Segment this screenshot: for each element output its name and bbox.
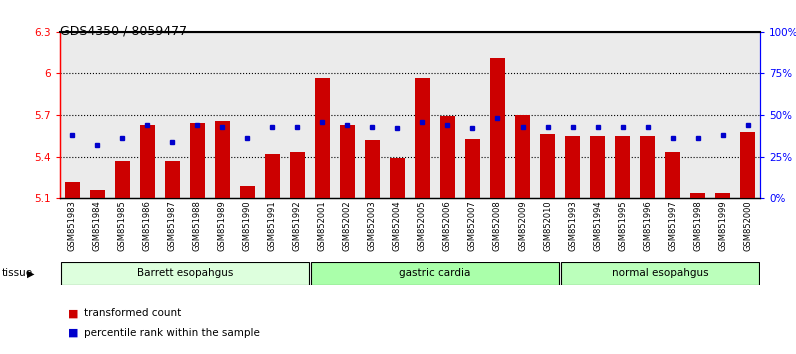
Bar bbox=[490, 58, 505, 198]
Text: GSM851998: GSM851998 bbox=[693, 200, 702, 251]
Bar bbox=[315, 78, 330, 198]
Bar bbox=[340, 125, 355, 198]
Bar bbox=[665, 153, 680, 198]
Text: GSM851984: GSM851984 bbox=[92, 200, 102, 251]
Text: GSM852006: GSM852006 bbox=[443, 200, 452, 251]
Bar bbox=[565, 136, 580, 198]
FancyBboxPatch shape bbox=[311, 262, 559, 285]
Bar bbox=[590, 136, 605, 198]
Bar bbox=[515, 115, 530, 198]
FancyBboxPatch shape bbox=[61, 262, 309, 285]
Text: gastric cardia: gastric cardia bbox=[400, 268, 470, 279]
Bar bbox=[440, 116, 455, 198]
Bar bbox=[465, 139, 480, 198]
Text: tissue: tissue bbox=[2, 268, 33, 279]
Text: GSM851995: GSM851995 bbox=[618, 200, 627, 251]
Bar bbox=[615, 136, 630, 198]
Text: GSM851994: GSM851994 bbox=[593, 200, 602, 251]
Text: ■: ■ bbox=[68, 328, 78, 338]
Bar bbox=[240, 186, 255, 198]
Text: GDS4350 / 8059477: GDS4350 / 8059477 bbox=[60, 25, 187, 38]
Bar bbox=[115, 161, 130, 198]
Text: GSM851993: GSM851993 bbox=[568, 200, 577, 251]
Text: ▶: ▶ bbox=[27, 268, 34, 279]
Text: GSM851991: GSM851991 bbox=[267, 200, 277, 251]
Bar bbox=[640, 136, 655, 198]
Bar bbox=[365, 140, 380, 198]
Text: GSM852007: GSM852007 bbox=[468, 200, 477, 251]
Text: GSM852001: GSM852001 bbox=[318, 200, 327, 251]
Text: GSM851992: GSM851992 bbox=[293, 200, 302, 251]
Text: GSM851999: GSM851999 bbox=[718, 200, 728, 251]
Text: Barrett esopahgus: Barrett esopahgus bbox=[137, 268, 233, 279]
Text: GSM852010: GSM852010 bbox=[543, 200, 552, 251]
Text: normal esopahgus: normal esopahgus bbox=[612, 268, 708, 279]
Bar bbox=[540, 135, 555, 198]
Bar bbox=[64, 182, 80, 198]
Text: GSM851990: GSM851990 bbox=[243, 200, 252, 251]
Bar bbox=[390, 158, 405, 198]
Bar bbox=[415, 78, 430, 198]
Text: GSM851989: GSM851989 bbox=[218, 200, 227, 251]
Bar bbox=[165, 161, 180, 198]
Bar bbox=[215, 121, 230, 198]
Text: GSM851988: GSM851988 bbox=[193, 200, 202, 251]
Text: ■: ■ bbox=[68, 308, 78, 318]
Bar bbox=[690, 193, 705, 198]
Text: GSM851983: GSM851983 bbox=[68, 200, 76, 251]
Text: GSM852005: GSM852005 bbox=[418, 200, 427, 251]
Text: GSM852009: GSM852009 bbox=[518, 200, 527, 251]
Text: GSM852000: GSM852000 bbox=[743, 200, 752, 251]
Text: GSM851986: GSM851986 bbox=[142, 200, 152, 251]
Bar bbox=[740, 132, 755, 198]
Text: GSM851985: GSM851985 bbox=[118, 200, 127, 251]
Bar bbox=[290, 153, 305, 198]
Bar bbox=[715, 193, 730, 198]
Text: transformed count: transformed count bbox=[84, 308, 181, 318]
Text: GSM851996: GSM851996 bbox=[643, 200, 652, 251]
Text: GSM851997: GSM851997 bbox=[668, 200, 677, 251]
Bar bbox=[265, 154, 280, 198]
Text: GSM852008: GSM852008 bbox=[493, 200, 502, 251]
Text: GSM852003: GSM852003 bbox=[368, 200, 377, 251]
Bar bbox=[140, 125, 154, 198]
Text: GSM852004: GSM852004 bbox=[393, 200, 402, 251]
Bar bbox=[189, 124, 205, 198]
Bar bbox=[90, 190, 105, 198]
FancyBboxPatch shape bbox=[561, 262, 759, 285]
Text: percentile rank within the sample: percentile rank within the sample bbox=[84, 328, 259, 338]
Text: GSM851987: GSM851987 bbox=[168, 200, 177, 251]
Text: GSM852002: GSM852002 bbox=[343, 200, 352, 251]
